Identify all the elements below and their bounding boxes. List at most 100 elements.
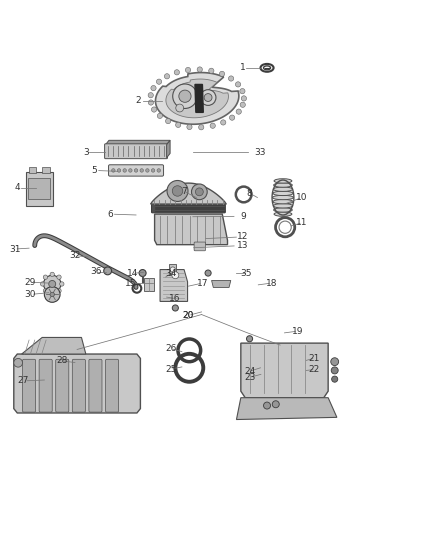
Circle shape: [247, 336, 253, 342]
Polygon shape: [106, 140, 170, 144]
Circle shape: [60, 282, 64, 286]
Polygon shape: [212, 280, 231, 287]
Text: 9: 9: [240, 212, 246, 221]
FancyBboxPatch shape: [72, 359, 85, 412]
Text: 2: 2: [135, 96, 141, 105]
Text: 26: 26: [165, 344, 177, 353]
Circle shape: [57, 275, 61, 279]
Circle shape: [236, 82, 240, 87]
Text: 11: 11: [296, 219, 308, 228]
Text: 7: 7: [181, 187, 187, 196]
Circle shape: [166, 118, 171, 124]
Text: 5: 5: [92, 166, 97, 175]
Circle shape: [148, 93, 153, 98]
Ellipse shape: [273, 204, 293, 208]
Circle shape: [40, 282, 45, 286]
Circle shape: [185, 67, 191, 72]
Circle shape: [157, 169, 160, 172]
Circle shape: [50, 272, 54, 277]
Polygon shape: [195, 84, 203, 112]
Ellipse shape: [273, 199, 293, 204]
Text: 28: 28: [56, 356, 67, 365]
Text: 18: 18: [265, 279, 277, 288]
Circle shape: [197, 67, 202, 72]
Circle shape: [164, 74, 170, 79]
Circle shape: [174, 70, 180, 75]
Circle shape: [146, 169, 149, 172]
Polygon shape: [166, 79, 229, 118]
Text: 27: 27: [18, 376, 29, 385]
Circle shape: [205, 270, 211, 276]
Polygon shape: [155, 72, 239, 124]
Circle shape: [195, 188, 203, 196]
Circle shape: [198, 125, 204, 130]
Text: 35: 35: [240, 269, 252, 278]
Polygon shape: [21, 337, 86, 354]
Circle shape: [44, 287, 60, 302]
FancyBboxPatch shape: [105, 144, 167, 159]
Circle shape: [331, 358, 339, 366]
Text: 10: 10: [296, 193, 308, 202]
Circle shape: [200, 90, 216, 106]
Circle shape: [241, 96, 247, 101]
Text: 34: 34: [165, 269, 177, 278]
FancyBboxPatch shape: [28, 178, 50, 199]
Text: 13: 13: [237, 241, 249, 250]
Circle shape: [172, 185, 183, 196]
Ellipse shape: [272, 195, 293, 200]
FancyBboxPatch shape: [25, 172, 53, 206]
Circle shape: [14, 358, 22, 367]
Circle shape: [172, 305, 178, 311]
Circle shape: [123, 169, 127, 172]
Text: 12: 12: [237, 232, 249, 241]
FancyBboxPatch shape: [152, 203, 225, 213]
Circle shape: [151, 169, 155, 172]
Polygon shape: [144, 278, 153, 290]
Text: 36: 36: [90, 267, 102, 276]
Circle shape: [157, 113, 162, 118]
Text: 1: 1: [240, 63, 246, 72]
FancyBboxPatch shape: [28, 167, 36, 173]
Circle shape: [331, 367, 338, 374]
Circle shape: [152, 107, 157, 112]
FancyBboxPatch shape: [89, 359, 102, 412]
Circle shape: [117, 169, 121, 172]
Polygon shape: [14, 354, 141, 413]
Circle shape: [176, 122, 181, 127]
Circle shape: [204, 94, 212, 101]
Circle shape: [191, 184, 207, 200]
Text: 17: 17: [197, 279, 208, 288]
Circle shape: [229, 76, 234, 81]
Ellipse shape: [274, 212, 292, 216]
Polygon shape: [169, 264, 176, 275]
Circle shape: [49, 280, 56, 287]
Text: 22: 22: [308, 365, 320, 374]
Circle shape: [179, 90, 191, 102]
Ellipse shape: [274, 208, 292, 212]
Text: 14: 14: [127, 269, 138, 278]
Text: 3: 3: [83, 148, 89, 157]
FancyBboxPatch shape: [22, 359, 35, 412]
Ellipse shape: [274, 183, 292, 187]
Circle shape: [134, 169, 138, 172]
Circle shape: [129, 169, 132, 172]
Circle shape: [332, 376, 338, 382]
Text: 24: 24: [244, 367, 255, 376]
Text: 25: 25: [165, 365, 177, 374]
Circle shape: [221, 120, 226, 125]
Text: 31: 31: [9, 245, 21, 254]
Text: 32: 32: [69, 251, 81, 260]
Text: 15: 15: [125, 279, 137, 288]
Text: 16: 16: [169, 294, 180, 303]
Circle shape: [112, 169, 115, 172]
Circle shape: [170, 267, 175, 272]
Circle shape: [104, 267, 112, 275]
Circle shape: [156, 79, 162, 84]
Circle shape: [240, 102, 245, 107]
Polygon shape: [237, 398, 337, 419]
Circle shape: [187, 124, 192, 130]
Polygon shape: [160, 270, 187, 302]
Circle shape: [43, 275, 61, 293]
FancyBboxPatch shape: [42, 167, 49, 173]
Circle shape: [139, 270, 146, 277]
